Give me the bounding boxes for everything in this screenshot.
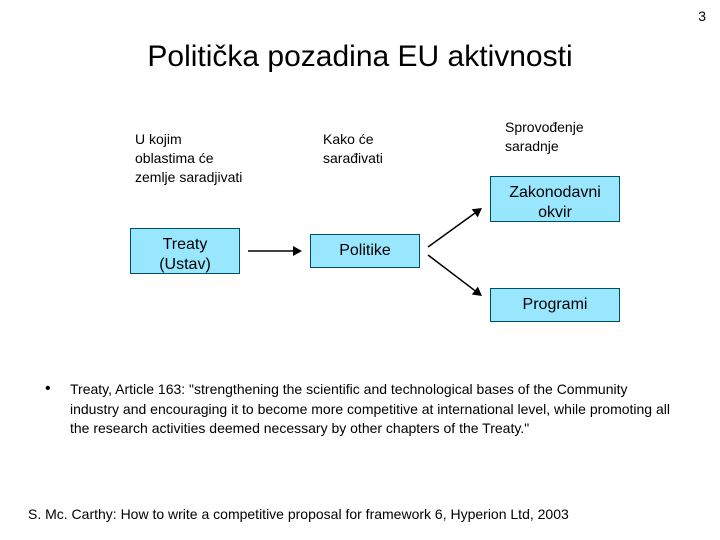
box-programi: Programi [490, 288, 620, 322]
slide: 3 Politička pozadina EU aktivnosti U koj… [0, 0, 720, 540]
box-politike: Politike [310, 234, 420, 268]
box-treaty: Treaty(Ustav) [130, 228, 240, 274]
bullet-marker: • [45, 380, 51, 398]
annotation-areas: U kojim oblastima će zemlje saradjivati [135, 130, 245, 187]
arrow-treaty-to-politike [238, 241, 312, 261]
slide-title: Politička pozadina EU aktivnosti [0, 40, 720, 74]
annotation-implementation: Sprovođenje saradnje [505, 118, 615, 156]
arrow-politike-to-programi [418, 245, 492, 306]
annotation-how: Kako će sarađivati [323, 130, 423, 168]
box-zakonodavni-okvir: Zakonodavni okvir [490, 176, 620, 222]
page-number: 3 [698, 8, 706, 24]
bullet-treaty-article: Treaty, Article 163: "strengthening the … [70, 380, 670, 439]
footer-citation: S. Mc. Carthy: How to write a competitiv… [28, 506, 569, 522]
